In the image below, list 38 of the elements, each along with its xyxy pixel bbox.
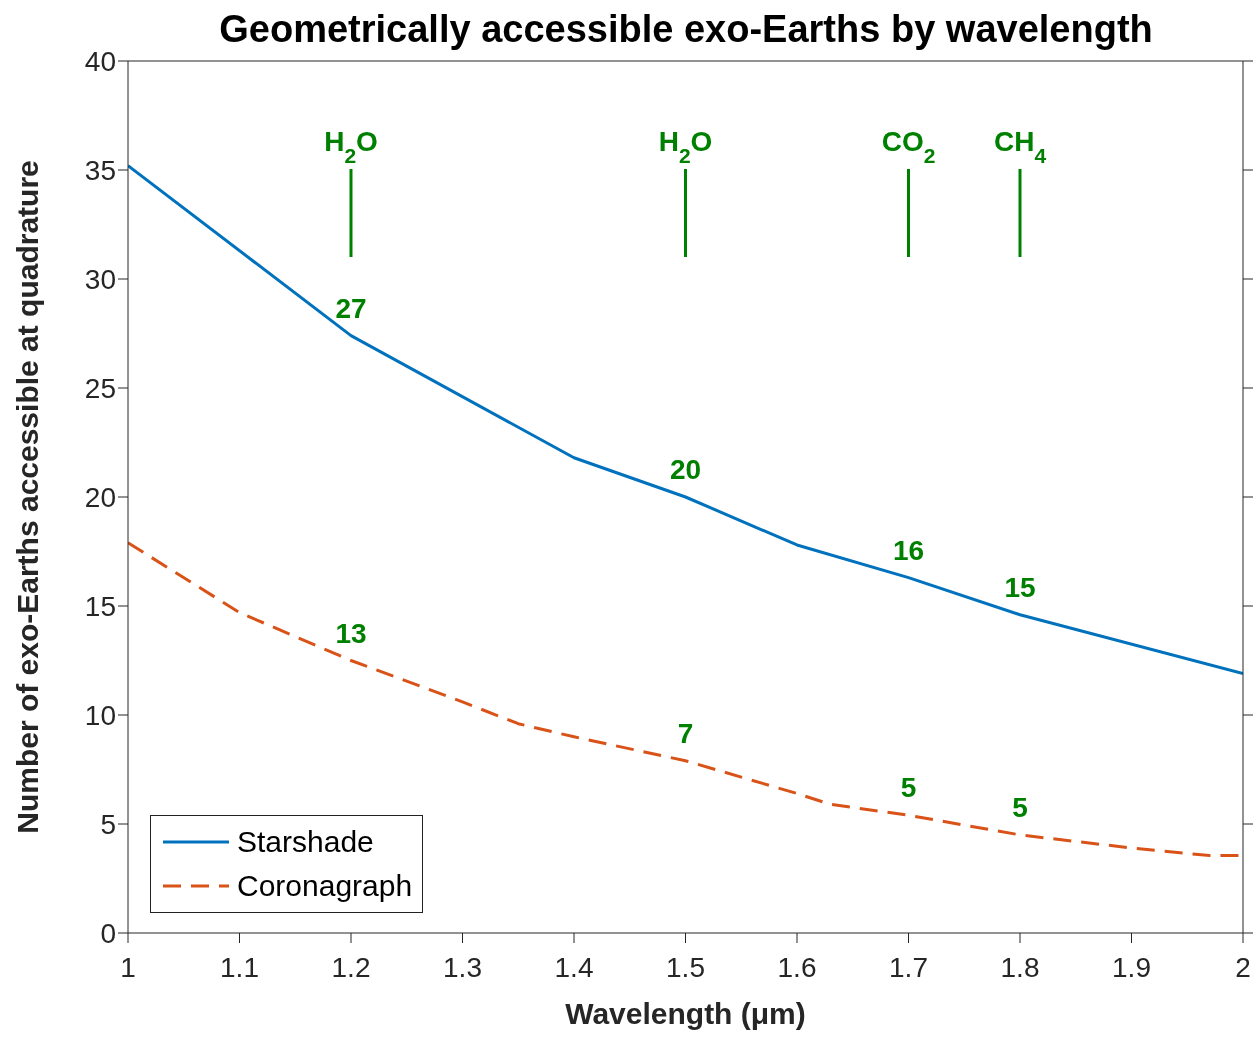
ref-line-label: H$_{2}$O (658, 126, 713, 167)
x-tick-label: 1 (120, 951, 136, 983)
ref-line-label: H$_{2}$O (324, 126, 378, 167)
y-tick-label: 10 (84, 699, 116, 731)
y-axis-title: Number of exo-Earths accessible at quadrature (10, 160, 44, 834)
x-tick-label: 1.7 (889, 951, 928, 983)
data-label: 13 (335, 617, 367, 649)
data-label: 27 (335, 292, 367, 324)
y-tick-label: 25 (84, 372, 116, 404)
x-tick-label: 1.8 (1000, 951, 1040, 983)
x-axis-title: Wavelength (μm) (565, 997, 806, 1030)
x-tick-label: 1.6 (777, 951, 817, 983)
y-tick-label: 20 (84, 481, 116, 513)
ref-line-label: CH$_{4}$ (993, 126, 1047, 167)
y-tick-label: 0 (100, 917, 116, 949)
data-label: 5 (1012, 791, 1028, 823)
annotation: 7 (677, 717, 694, 749)
data-label: 5 (900, 772, 917, 804)
y-tick-label: 35 (84, 154, 116, 186)
x-tick-label: 1.1 (220, 951, 259, 983)
line-series (128, 164, 1243, 676)
y-tick-label: 5 (100, 808, 116, 840)
ref-line-label: CO$_{2}$ (881, 126, 936, 167)
x-tick-label: 1.4 (554, 951, 594, 983)
y-tick-label: 40 (84, 45, 116, 77)
legend-label: Coronagraph (237, 869, 413, 903)
data-label: 16 (892, 534, 925, 566)
chart-title: Geometrically accessible exo-Earths by wavelength (218, 8, 1154, 51)
y-tick-label: 30 (84, 263, 116, 295)
x-tick-label: 1.2 (331, 951, 371, 983)
y-tick-label: 15 (84, 590, 116, 622)
data-label: 20 (669, 454, 702, 485)
legend-label: Starshade (237, 825, 374, 859)
x-tick-label: 1.5 (666, 951, 705, 983)
x-tick-label: 2 (1235, 951, 1251, 983)
x-tick-label: 1.9 (1112, 951, 1151, 983)
data-label: 15 (1004, 571, 1036, 603)
x-tick-label: 1.3 (443, 951, 482, 983)
